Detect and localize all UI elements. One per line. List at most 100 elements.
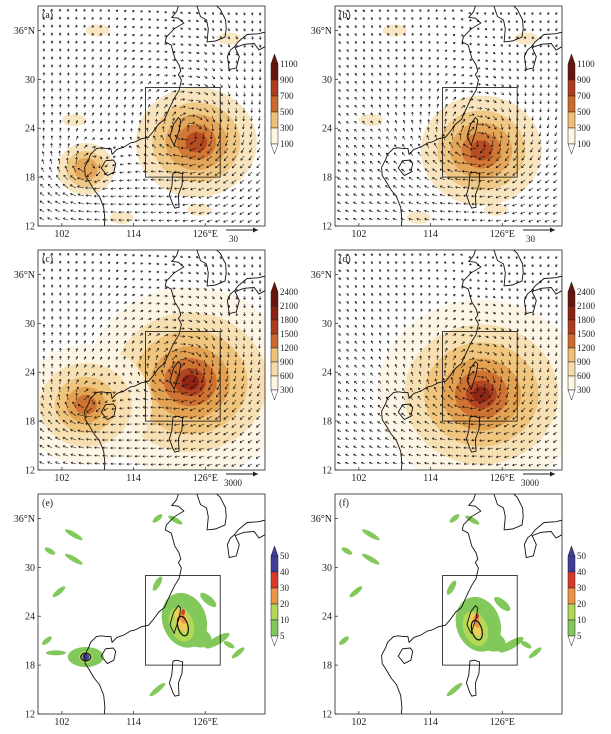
colorbar-tick-label: 300: [577, 385, 591, 395]
analysis-box-a: [145, 87, 221, 178]
precip-patch: [473, 616, 481, 628]
wind-vector-field: [337, 253, 559, 467]
wind-shading-patch: [382, 24, 407, 37]
lon-tick-label: 126°E: [193, 717, 218, 728]
lat-tick-label: 36°N: [311, 514, 332, 525]
precip-patch: [179, 612, 187, 624]
colorbar-box: [567, 555, 576, 573]
vector-reference-a: 30: [226, 227, 258, 244]
colorbar-tick-label: 5: [577, 631, 582, 641]
wind-vectors-a: [39, 8, 262, 223]
vector-reference-b: 30: [523, 227, 555, 244]
lat-tick-label: 18: [322, 417, 332, 428]
lat-tick-label: 36°N: [14, 270, 35, 281]
precip-patch: [494, 596, 511, 612]
colorbar-box: [567, 571, 576, 589]
colorbar-box: [270, 587, 279, 605]
colorbar-tick-label: 2400: [280, 287, 299, 297]
colorbar-box: [567, 79, 576, 97]
colorbar-b: 1100 900 700 500 300 100: [567, 53, 595, 155]
precip-patch: [152, 576, 163, 591]
colorbar-box: [567, 347, 576, 363]
precip-patch: [44, 547, 56, 555]
colorbar-tick-label: 300: [577, 123, 591, 133]
coastline-b: [381, 6, 562, 226]
precip-patch: [152, 514, 163, 523]
colorbar-box: [270, 361, 279, 377]
lon-tick-label: 114: [423, 717, 438, 728]
colorbar-top-triangle: [270, 53, 279, 65]
colorbar-box: [567, 333, 576, 349]
lat-tick-label: 24: [322, 612, 332, 623]
panel-a: (a) 36°N 30 24 18 12 102 114 126°E 1100 900 700 50…: [14, 5, 298, 244]
lat-tick-label: 12: [25, 466, 35, 477]
coastline-taiwan: [466, 360, 479, 391]
precip-patch: [339, 636, 349, 645]
coastline-mainland: [381, 494, 482, 714]
analysis-box: [145, 87, 221, 178]
lat-tick-label: 12: [322, 466, 332, 477]
vector-reference-label-a: 30: [229, 234, 239, 244]
lon-tick-label: 102: [351, 717, 366, 728]
colorbar-e: 50 40 30 20 10 5: [270, 545, 290, 647]
precip-patch: [362, 529, 380, 541]
colorbar-tick-label: 10: [280, 615, 290, 625]
coastline-mainland: [84, 6, 185, 226]
coastline-luzon: [465, 659, 481, 697]
colorbar-tick-label: 50: [280, 551, 290, 561]
lon-tick-label: 102: [54, 473, 69, 484]
coastline-a: [84, 6, 265, 226]
precip-patch: [223, 641, 235, 649]
lon-tick-label: 126°E: [193, 229, 218, 240]
colorbar-tick-label: 600: [280, 371, 294, 381]
lat-tick-label: 24: [25, 124, 35, 135]
panel-c: (c) 36°N 30 24 18 12 102 114 126°E 2400 2100 1800…: [14, 249, 299, 488]
lat-tick-label: 18: [322, 173, 332, 184]
precip-patch: [204, 632, 230, 649]
precip-patch: [65, 529, 83, 541]
precip-patch: [65, 553, 83, 565]
precip-patch: [341, 547, 353, 555]
colorbar-box: [270, 333, 279, 349]
coastline-japan: [523, 275, 562, 315]
coastline-japan: [226, 519, 265, 559]
lat-tick-label: 24: [25, 368, 35, 379]
colorbar-box: [567, 375, 576, 391]
coastline-japan: [523, 519, 562, 559]
wind-shading-ring: [185, 132, 208, 153]
colorbar-tick-label: 600: [577, 371, 591, 381]
precip-patch: [446, 580, 457, 595]
coastline-luzon: [168, 659, 184, 697]
colorbar-box: [270, 95, 279, 113]
panel-label-b: (b): [339, 10, 351, 21]
typhoon-eye-contour: [176, 615, 189, 637]
wind-shading-patch: [61, 114, 86, 127]
analysis-box: [442, 87, 518, 178]
lon-tick-label: 126°E: [490, 229, 515, 240]
precip-patch: [520, 641, 532, 649]
colorbar-top-triangle: [270, 545, 279, 557]
coastline-korea: [196, 250, 227, 287]
colorbar-box: [567, 95, 576, 113]
wind-vectors-c: [39, 252, 262, 467]
lat-tick-label: 36°N: [14, 26, 35, 37]
panel-label-f: (f): [339, 498, 349, 509]
analysis-box: [145, 331, 221, 422]
coastline-mainland: [381, 250, 482, 470]
shading-b: [358, 24, 542, 224]
coastline-luzon: [465, 171, 481, 209]
lat-tick-label: 30: [322, 319, 332, 330]
colorbar-tick-label: 500: [280, 107, 294, 117]
axis-ticks-b: 36°N 30 24 18 12 102 114 126°E: [311, 26, 515, 240]
panel-b: (b) 36°N 30 24 18 12 102 114 126°E 1100 900 700 50…: [311, 5, 595, 244]
shading-d: [376, 299, 562, 470]
vector-reference-c: 3000: [224, 471, 258, 488]
panel-d: (d) 36°N 30 24 18 12 102 114 126°E 2400 2100 1800…: [311, 249, 596, 488]
coastline-mainland: [381, 6, 482, 226]
colorbar-box: [567, 603, 576, 621]
lat-tick-label: 18: [25, 661, 35, 672]
colorbar-box: [270, 127, 279, 145]
colorbar-box: [270, 555, 279, 573]
panel-e: (e) 36°N 30 24 18 12 102 114 126°E 50 40 30 20 10 5: [14, 493, 290, 728]
